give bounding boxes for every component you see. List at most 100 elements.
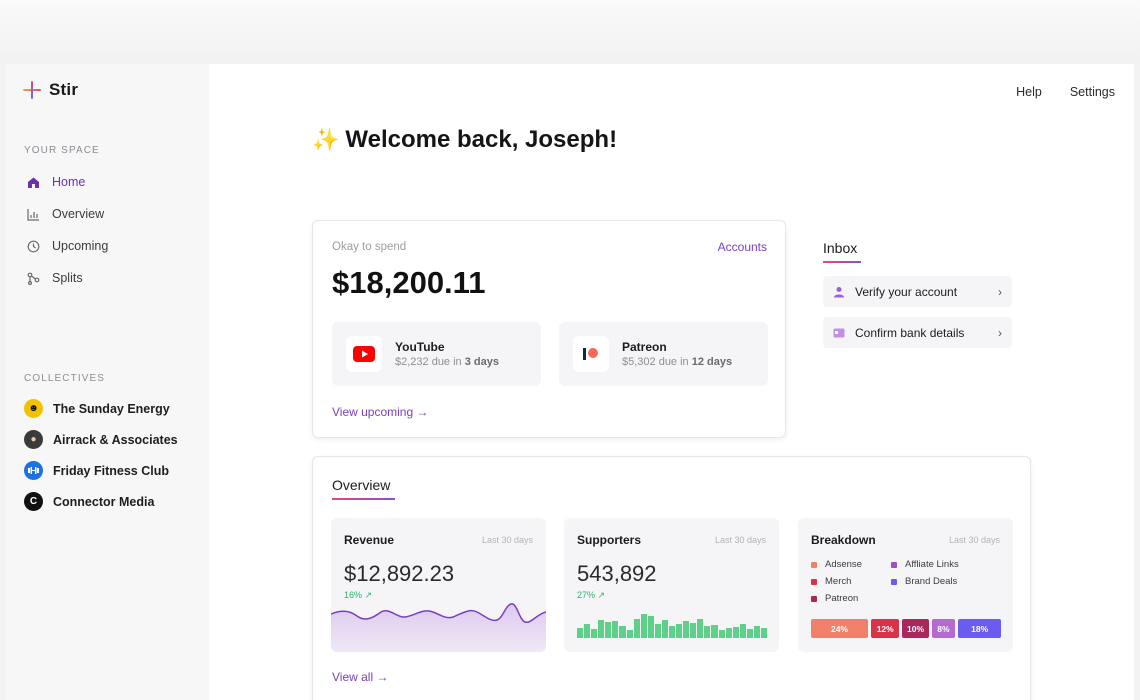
supporters-bar [647,616,654,638]
supporters-change: 27% ↗ [577,590,606,600]
breakdown-period: Last 30 days [948,535,1000,545]
settings-link[interactable]: Settings [1069,85,1115,99]
supporters-bar [640,614,647,638]
view-all-link[interactable]: View all → [332,670,389,684]
chevron-right-icon: › [998,284,1002,299]
sidebar: Stir YOUR SPACE Home Overview Upcoming [6,64,209,700]
supporters-bar [633,619,640,638]
breakdown-title: Breakdown [811,533,876,547]
breakdown-bar-adsense: 24% [811,619,868,638]
revenue-title: Revenue [344,533,395,547]
top-links: Help Settings [1016,85,1115,99]
overview-underline [332,498,395,500]
supporters-bar [654,624,661,638]
collective-item-airrack[interactable]: ● Airrack & Associates [24,424,204,455]
sidebar-item-home[interactable]: Home [24,166,204,198]
collective-label: Airrack & Associates [53,432,178,447]
supporters-bar [718,630,725,638]
split-icon [24,269,42,287]
collective-label: Friday Fitness Club [53,463,169,478]
spend-amount: $18,200.11 [332,265,486,300]
breakdown-bar-merch: 12% [870,619,900,638]
sidebar-item-label: Overview [52,207,105,221]
app-name: Stir [49,80,79,99]
supporters-bar [591,629,598,638]
breakdown-bar-brand-deals: 18% [958,619,1001,638]
collective-item-sunday-energy[interactable]: ☻ The Sunday Energy [24,393,204,424]
collective-label: Connector Media [53,494,155,509]
supporters-bar [697,619,704,638]
patreon-icon [573,336,609,372]
sidebar-item-overview[interactable]: Overview [24,198,204,230]
inbox-item-label: Verify your account [855,284,958,299]
collective-label: The Sunday Energy [53,401,170,416]
due-name: YouTube [395,340,445,354]
supporters-bar [676,624,683,638]
supporters-bar [746,629,753,638]
view-upcoming-link[interactable]: View upcoming → [332,405,429,419]
avatar [24,461,43,480]
legend-item: Patreon [811,593,891,604]
collective-item-connector-media[interactable]: C Connector Media [24,486,204,517]
app-window: Stir YOUR SPACE Home Overview Upcoming [6,64,1134,700]
revenue-tile[interactable]: Revenue Last 30 days $12,892.23 16% ↗ [331,518,546,652]
youtube-icon [346,336,382,372]
supporters-bar [669,626,676,638]
supporters-bar-chart [577,610,768,638]
inbox-item-confirm-bank[interactable]: Confirm bank details › [823,317,1012,348]
supporters-bar [584,624,591,638]
revenue-period: Last 30 days [481,535,533,545]
accounts-link[interactable]: Accounts [717,240,767,254]
legend-item: Merch [811,576,891,587]
help-link[interactable]: Help [1016,85,1042,99]
revenue-change: 16% ↗ [344,590,373,600]
collective-item-friday-fitness[interactable]: Friday Fitness Club [24,455,204,486]
sidebar-item-label: Home [52,175,86,189]
overview-title: Overview [332,477,391,493]
patreon-due-item[interactable]: Patreon $5,302 due in 12 days [559,322,768,386]
breakdown-tile[interactable]: Breakdown Last 30 days Adsense Affliate … [798,518,1013,652]
inbox-underline [823,261,861,263]
avatar: C [24,492,43,511]
your-space-label: YOUR SPACE [24,145,100,156]
logo[interactable]: Stir [23,80,78,100]
supporters-bar [711,625,718,638]
supporters-period: Last 30 days [714,535,766,545]
chevron-right-icon: › [998,325,1002,340]
supporters-bar [739,624,746,638]
legend-item: Brand Deals [891,576,991,587]
supporters-bar [690,623,697,638]
supporters-bar [612,621,619,638]
welcome-heading: ✨ Welcome back, Joseph! [312,126,617,154]
sidebar-item-upcoming[interactable]: Upcoming [24,230,204,262]
supporters-bar [725,628,732,638]
sidebar-nav: Home Overview Upcoming Splits [24,166,204,294]
clock-icon [24,237,42,255]
due-name: Patreon [622,340,667,354]
collectives-list: ☻ The Sunday Energy ● Airrack & Associat… [24,393,204,517]
due-sub: $5,302 due in 12 days [622,356,733,368]
okay-to-spend-label: Okay to spend [332,241,407,253]
legend-item: Adsense [811,559,891,570]
home-icon [24,173,42,191]
supporters-bar [605,622,612,638]
supporters-bar [753,626,761,638]
breakdown-legend: Adsense Affliate Links Merch Brand Deals… [811,559,1001,604]
card-icon [833,326,846,339]
sidebar-item-label: Upcoming [52,239,109,253]
supporters-bar [626,630,633,638]
sidebar-item-splits[interactable]: Splits [24,262,204,294]
sparkles-icon: ✨ [312,127,340,152]
supporters-tile[interactable]: Supporters Last 30 days 543,892 27% ↗ [564,518,779,652]
sidebar-item-label: Splits [52,271,83,285]
bar-chart-icon [24,205,42,223]
supporters-title: Supporters [577,533,642,547]
okay-to-spend-card: Okay to spend Accounts $18,200.11 YouTub… [312,220,786,438]
supporters-bar [761,628,768,638]
supporters-bar [598,620,605,638]
stir-logo-icon [23,81,41,99]
legend-item: Affliate Links [891,559,991,570]
due-sub: $2,232 due in 3 days [395,356,499,368]
youtube-due-item[interactable]: YouTube $2,232 due in 3 days [332,322,541,386]
inbox-item-verify-account[interactable]: Verify your account › [823,276,1012,307]
